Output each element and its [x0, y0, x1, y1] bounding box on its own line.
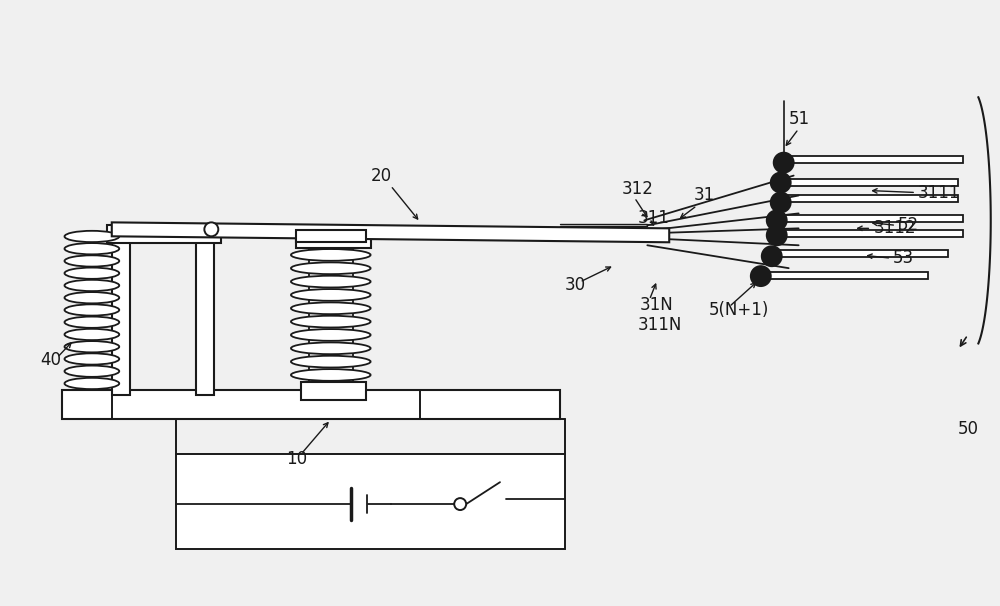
- Ellipse shape: [65, 231, 119, 242]
- Text: 3111: 3111: [918, 184, 961, 202]
- Circle shape: [774, 153, 794, 173]
- Ellipse shape: [291, 276, 371, 287]
- Ellipse shape: [291, 262, 371, 274]
- Circle shape: [767, 210, 787, 230]
- Bar: [176, 454, 565, 549]
- Text: 50: 50: [958, 421, 979, 438]
- Ellipse shape: [65, 292, 119, 304]
- Ellipse shape: [65, 304, 119, 316]
- Ellipse shape: [65, 341, 119, 352]
- Bar: [774, 230, 963, 238]
- Bar: [301, 382, 366, 399]
- Bar: [196, 230, 214, 395]
- Bar: [112, 230, 130, 395]
- Circle shape: [771, 193, 791, 213]
- Ellipse shape: [65, 365, 119, 377]
- Circle shape: [454, 498, 466, 510]
- Ellipse shape: [291, 289, 371, 301]
- Circle shape: [767, 225, 787, 245]
- Text: 31: 31: [694, 187, 715, 204]
- Ellipse shape: [65, 353, 119, 365]
- Text: 311: 311: [637, 210, 669, 227]
- Ellipse shape: [65, 268, 119, 279]
- Ellipse shape: [291, 302, 371, 314]
- Text: 20: 20: [371, 167, 392, 185]
- Text: 5(N+1): 5(N+1): [709, 301, 769, 319]
- Ellipse shape: [65, 378, 119, 389]
- Text: 30: 30: [565, 276, 586, 294]
- Text: 31N: 31N: [639, 296, 673, 314]
- Bar: [759, 272, 928, 279]
- Bar: [296, 228, 371, 248]
- Text: 10: 10: [286, 450, 307, 468]
- Bar: [107, 225, 221, 243]
- Text: 312: 312: [621, 179, 653, 198]
- Bar: [779, 196, 958, 202]
- Ellipse shape: [291, 369, 371, 381]
- Bar: [769, 250, 948, 257]
- Bar: [774, 215, 963, 222]
- Ellipse shape: [291, 342, 371, 354]
- Text: 40: 40: [40, 351, 61, 368]
- Text: 311N: 311N: [637, 316, 682, 334]
- Ellipse shape: [65, 329, 119, 340]
- Ellipse shape: [65, 243, 119, 255]
- Circle shape: [771, 173, 791, 193]
- Ellipse shape: [291, 316, 371, 327]
- Ellipse shape: [291, 329, 371, 341]
- Ellipse shape: [291, 356, 371, 367]
- Bar: [784, 156, 963, 162]
- Circle shape: [751, 266, 771, 286]
- Text: 53: 53: [893, 249, 914, 267]
- Ellipse shape: [291, 249, 371, 261]
- Bar: [779, 179, 958, 185]
- Bar: [62, 390, 560, 419]
- Text: 3112: 3112: [873, 219, 916, 238]
- Text: 52: 52: [898, 216, 919, 235]
- Ellipse shape: [65, 255, 119, 267]
- Text: 51: 51: [789, 110, 810, 128]
- Polygon shape: [112, 222, 669, 242]
- Circle shape: [762, 246, 782, 266]
- Ellipse shape: [65, 280, 119, 291]
- Bar: [296, 230, 366, 242]
- Ellipse shape: [65, 316, 119, 328]
- Circle shape: [204, 222, 218, 236]
